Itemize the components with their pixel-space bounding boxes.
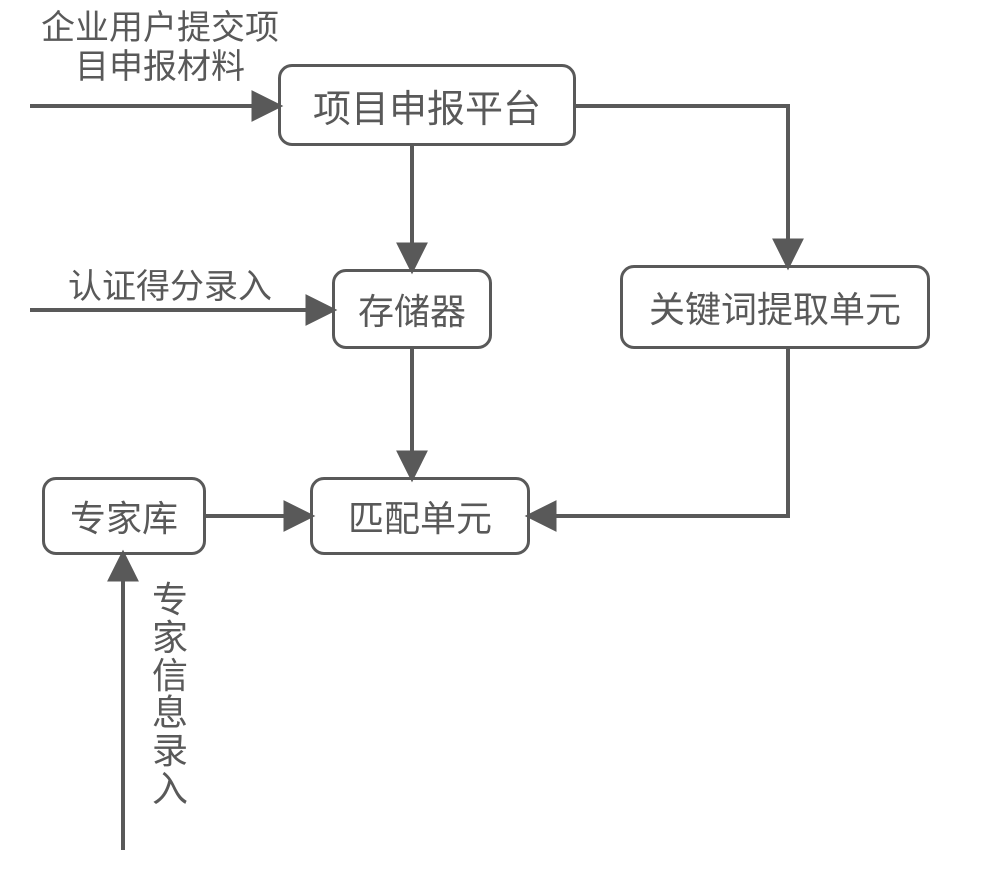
node-storage: 存储器 — [332, 269, 492, 349]
node-label: 专家库 — [70, 490, 178, 542]
node-label: 项目申报平台 — [313, 78, 541, 133]
node-expert-db: 专家库 — [42, 477, 206, 555]
label-auth-score: 认证得分录入 — [60, 268, 280, 307]
node-label: 匹配单元 — [348, 490, 492, 542]
flowchart-canvas: 项目申报平台 存储器 关键词提取单元 专家库 匹配单元 企业用户提交项 目申报材… — [0, 0, 1000, 873]
node-keyword-extract: 关键词提取单元 — [620, 265, 930, 349]
edge-keyword-to-match — [530, 349, 788, 516]
node-match-unit: 匹配单元 — [310, 477, 530, 555]
edge-platform-to-keyword — [576, 106, 788, 265]
label-submit-materials: 企业用户提交项 目申报材料 — [30, 9, 290, 87]
node-platform: 项目申报平台 — [278, 64, 576, 146]
label-expert-input: 专 家 信 息 录 入 — [152, 582, 188, 809]
node-label: 存储器 — [358, 283, 466, 335]
node-label: 关键词提取单元 — [649, 281, 901, 333]
